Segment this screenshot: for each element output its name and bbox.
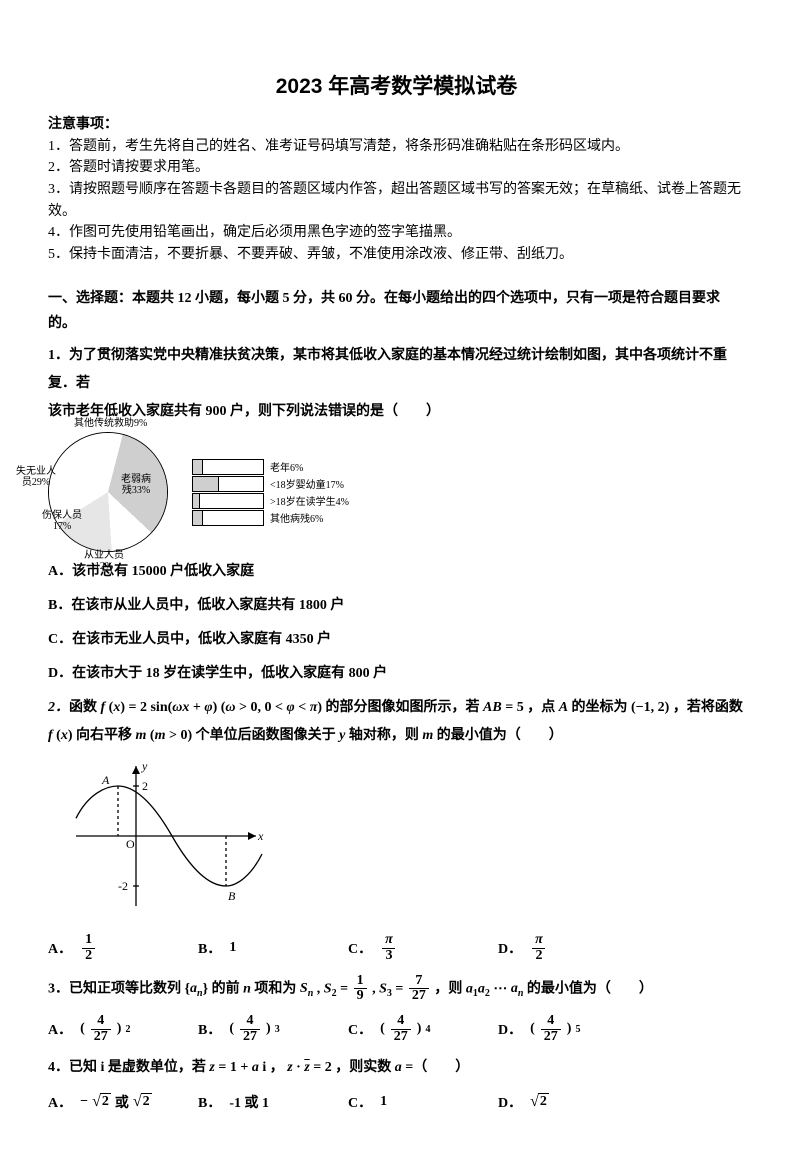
bar-row-2: <18岁婴幼童17% <box>192 476 349 492</box>
q1-figure: 其他传统救助9% 失无业人员29% 伤保人员17% 从业人员12% 老弱病残33… <box>48 432 745 552</box>
svg-text:A: A <box>101 773 110 787</box>
instructions-block: 注意事项： 1．答题前，考生先将自己的姓名、准考证号码填写清楚，将条形码准确粘贴… <box>48 114 745 266</box>
svg-text:2: 2 <box>142 779 148 793</box>
q1-pie-wrap: 其他传统救助9% 失无业人员29% 伤保人员17% 从业人员12% 老弱病残33… <box>48 432 349 552</box>
page-title: 2023 年高考数学模拟试卷 <box>48 70 745 100</box>
q3-A: A． (427)2 <box>48 1010 198 1048</box>
q1-D: D．在该市大于 18 岁在读学生中，低收入家庭有 800 户 <box>48 660 745 688</box>
instr-item-1: 1．答题前，考生先将自己的姓名、准考证号码填写清楚，将条形码准确粘贴在条形码区域… <box>48 139 629 154</box>
svg-text:B: B <box>228 889 236 903</box>
q4-options: A． −2 或 2 B． -1 或 1 C． 1 D． 2 <box>48 1088 745 1116</box>
q2-A: A． 12 <box>48 929 198 967</box>
bar-label-3: >18岁在读学生4% <box>270 493 349 508</box>
q3-options: A． (427)2 B． (427)3 C． (427)4 D． (427)5 <box>48 1010 745 1048</box>
pie-label-working: 从业人员12% <box>82 550 126 572</box>
instr-item-4: 4．作图可先使用铅笔画出，确定后必须用黑色字迹的签字笔描黑。 <box>48 225 461 240</box>
q2-C: C． π3 <box>348 929 498 967</box>
q4-D: D． 2 <box>498 1088 648 1116</box>
svg-text:y: y <box>141 759 148 773</box>
q2-stem: 2．函数 f (x) = 2 sin(ωx + φ) (ω > 0, 0 < φ… <box>48 694 745 750</box>
svg-text:O: O <box>126 837 135 851</box>
q3-stem: 3．已知正项等比数列 {an} 的前 n 项和为 Sn , S2 = 19 , … <box>48 974 745 1004</box>
q4-stem: 4．已知 i 是虚数单位，若 z = 1 + a i ， z · z = 2 ，… <box>48 1054 745 1082</box>
section1-title: 一、选择题：本题共 12 小题，每小题 5 分，共 60 分。在每小题给出的四个… <box>48 286 745 336</box>
bar-box-1 <box>192 459 264 475</box>
page: 2023 年高考数学模拟试卷 注意事项： 1．答题前，考生先将自己的姓名、准考证… <box>0 0 793 1156</box>
pie-label-unemployed: 失无业人员29% <box>14 466 58 488</box>
q3-D: D． (427)5 <box>498 1010 648 1048</box>
bar-row-3: >18岁在读学生4% <box>192 493 349 509</box>
instr-item-3: 3．请按照题号顺序在答题卡各题目的答题区域内作答，超出答题区域书写的答案无效；在… <box>48 182 741 219</box>
bar-label-1: 老年6% <box>270 459 303 474</box>
bar-row-1: 老年6% <box>192 459 349 475</box>
bar-row-4: 其他病残6% <box>192 510 349 526</box>
q1-bar-legend: 老年6% <18岁婴幼童17% >18岁在读学生4% <box>192 458 349 527</box>
bar-box-4 <box>192 510 264 526</box>
q1-stem-b: 该市老年低收入家庭共有 900 户，则下列说法错误的是（ ） <box>48 404 440 419</box>
instr-item-2: 2．答题时请按要求用笔。 <box>48 160 209 175</box>
q3-B: B． (427)3 <box>198 1010 348 1048</box>
q2-B: B． 1 <box>198 934 348 962</box>
q2-D: D． π2 <box>498 929 648 967</box>
q2-figure: x y O 2 -2 A B <box>66 756 266 916</box>
svg-text:x: x <box>257 829 264 843</box>
q1-B: B．在该市从业人员中，低收入家庭共有 1800 户 <box>48 592 745 620</box>
q1-stem: 1．为了贯彻落实党中央精准扶贫决策，某市将其低收入家庭的基本情况经过统计绘制如图… <box>48 342 745 426</box>
pie-label-injured: 伤保人员17% <box>40 510 84 532</box>
svg-text:-2: -2 <box>118 879 128 893</box>
q4-C: C． 1 <box>348 1088 498 1116</box>
pie-label-other: 其他传统救助9% <box>74 418 147 429</box>
q2-options: A． 12 B． 1 C． π3 D． π2 <box>48 929 745 967</box>
q4-A: A． −2 或 2 <box>48 1088 198 1116</box>
bar-label-4: 其他病残6% <box>270 510 323 525</box>
q1-C: C．在该市无业人员中，低收入家庭有 4350 户 <box>48 626 745 654</box>
bar-box-3 <box>192 493 264 509</box>
pie-label-weak: 老弱病残33% <box>118 474 154 496</box>
q1-stem-a: 1．为了贯彻落实党中央精准扶贫决策，某市将其低收入家庭的基本情况经过统计绘制如图… <box>48 348 727 391</box>
bar-label-2: <18岁婴幼童17% <box>270 476 344 491</box>
instr-item-5: 5．保持卡面清洁，不要折暴、不要弄破、弄皱，不准使用涂改液、修正带、刮纸刀。 <box>48 247 573 262</box>
instructions-heading: 注意事项： <box>48 117 118 132</box>
q4-B: B． -1 或 1 <box>198 1088 348 1116</box>
bar-box-2 <box>192 476 264 492</box>
q3-C: C． (427)4 <box>348 1010 498 1048</box>
q1-A: A．该市总有 15000 户低收入家庭 <box>48 558 745 586</box>
